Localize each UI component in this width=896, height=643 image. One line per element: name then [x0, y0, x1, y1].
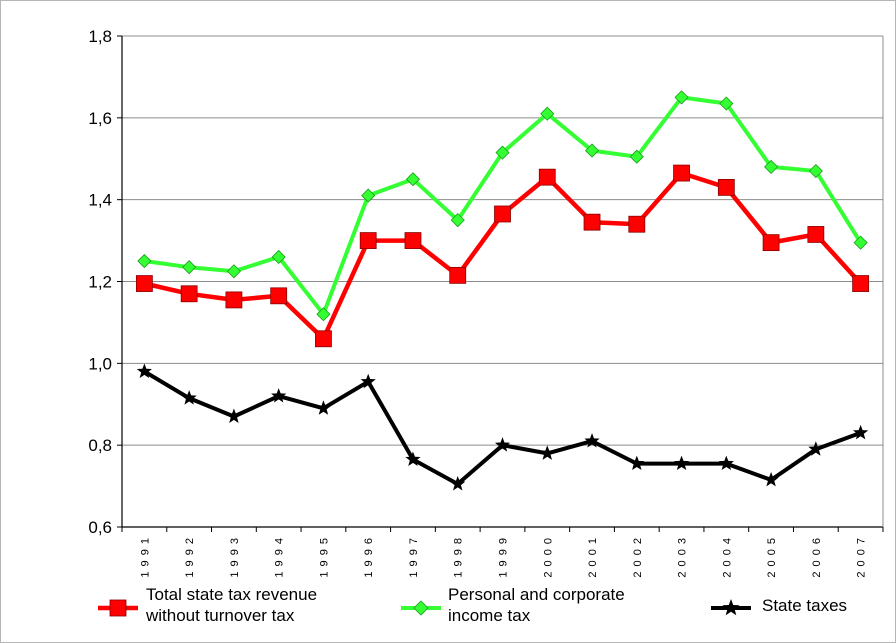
- series-3-point: [494, 437, 511, 452]
- series-1-point: [180, 285, 198, 303]
- x-tick-label: 2 0 0 2: [632, 537, 644, 578]
- series-2-point: [808, 163, 823, 179]
- series-3-point: [450, 476, 466, 491]
- x-tick-label: 1 9 9 8: [453, 537, 465, 578]
- series-1-point: [225, 291, 243, 309]
- x-tick-label: 1 9 9 3: [229, 537, 241, 578]
- legend-label-2: income tax: [448, 606, 531, 625]
- series-1-point: [315, 330, 332, 348]
- series-2-point: [719, 96, 734, 111]
- series-1-point: [807, 226, 825, 243]
- series-1-point: [762, 234, 780, 252]
- x-tick-label: 1 9 9 4: [274, 537, 286, 578]
- x-tick-label: 1 9 9 7: [408, 537, 420, 578]
- series-2-point: [137, 253, 152, 269]
- y-tick-label: 0,6: [88, 518, 112, 537]
- series-3-point: [853, 424, 869, 440]
- series-3-point: [629, 455, 645, 471]
- series-1-point: [270, 287, 288, 305]
- series-3-point: [718, 455, 734, 471]
- series-2-point: [182, 260, 197, 275]
- series-1-point: [135, 275, 153, 292]
- series-3-point: [136, 363, 152, 378]
- series-3-point: [405, 451, 421, 466]
- series-3-point: [763, 471, 779, 487]
- series-1-point: [852, 275, 870, 292]
- series-2-point: [540, 106, 555, 121]
- series-3-point: [360, 373, 376, 389]
- series-1-point: [494, 205, 511, 223]
- series-2-point: [584, 143, 600, 158]
- series-3-point: [808, 441, 824, 456]
- x-tick-label: 1 9 9 2: [184, 537, 196, 578]
- x-tick-label: 2 0 0 1: [587, 537, 599, 578]
- legend-label-1: without turnover tax: [145, 606, 295, 625]
- series-1-point: [404, 232, 422, 249]
- x-tick-label: 1 9 9 9: [498, 537, 510, 578]
- series-3-point: [181, 390, 197, 405]
- series-2-point: [226, 264, 241, 279]
- series-3-point: [226, 408, 242, 423]
- x-tick-label: 1 9 9 6: [363, 537, 375, 578]
- series-3-point: [539, 445, 555, 460]
- legend-label-2: Personal and corporate: [448, 585, 625, 604]
- y-tick-label: 1,2: [88, 273, 112, 292]
- series-1-point: [449, 266, 467, 284]
- series-2-point: [405, 172, 421, 187]
- legend-label-3: State taxes: [762, 596, 847, 615]
- series-2-point: [629, 149, 644, 164]
- y-tick-label: 0,8: [88, 436, 112, 455]
- series-1-point: [359, 232, 377, 249]
- x-tick-label: 1 9 9 5: [318, 537, 330, 578]
- legend-label-1: Total state tax revenue: [146, 585, 317, 604]
- x-tick-label: 2 0 0 5: [766, 537, 778, 578]
- series-2-point: [271, 249, 286, 265]
- series-2-point: [495, 145, 510, 160]
- y-tick-label: 1,4: [88, 191, 112, 210]
- series-2-point: [361, 188, 376, 203]
- series-2-point: [316, 307, 331, 322]
- y-tick-label: 1,6: [88, 109, 112, 128]
- series-1-point: [717, 178, 735, 196]
- x-tick-label: 2 0 0 3: [677, 537, 689, 578]
- series-1-point: [673, 164, 690, 182]
- y-tick-label: 1,8: [88, 27, 112, 46]
- series-1-point: [628, 215, 646, 233]
- series-1-point: [538, 168, 556, 186]
- x-tick-label: 1 9 9 1: [139, 537, 151, 578]
- series-2-point: [764, 159, 779, 174]
- y-tick-label: 1,0: [88, 354, 112, 373]
- series-2-point: [674, 90, 689, 105]
- x-tick-label: 2 0 0 4: [721, 537, 733, 578]
- legend-marker-3: [722, 599, 740, 616]
- x-tick-label: 2 0 0 7: [856, 537, 868, 578]
- series-3-point: [271, 388, 287, 403]
- series-3-point: [315, 400, 332, 415]
- legend-marker-1: [109, 599, 127, 617]
- series-3-point: [673, 455, 690, 471]
- series-1-point: [583, 213, 601, 231]
- series-3-point: [584, 433, 600, 448]
- series-2-point: [853, 235, 868, 250]
- x-tick-label: 2 0 0 6: [811, 537, 823, 578]
- legend-marker-2: [413, 600, 429, 616]
- x-tick-label: 2 0 0 0: [542, 537, 554, 578]
- series-2-point: [450, 213, 465, 228]
